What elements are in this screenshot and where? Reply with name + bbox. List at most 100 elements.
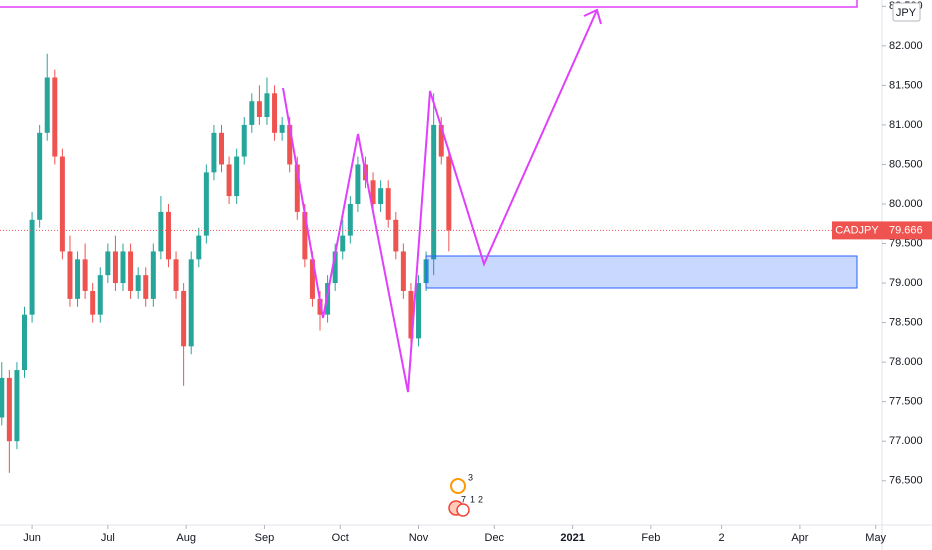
candle-body — [234, 156, 240, 197]
candle-body — [385, 188, 391, 220]
y-tick-label: 78.000 — [889, 356, 923, 368]
y-tick-label: 77.000 — [889, 435, 923, 447]
candle-body — [309, 259, 315, 299]
candle-body — [378, 188, 384, 204]
y-tick-label: 78.500 — [889, 316, 923, 328]
y-tick-label: 81.000 — [889, 119, 923, 131]
symbol-tag — [832, 221, 882, 240]
candle-body — [211, 132, 217, 173]
x-tick-label: Dec — [485, 532, 505, 544]
last-price-tag — [882, 221, 932, 240]
candle-body — [219, 132, 225, 165]
candle-body — [165, 211, 171, 260]
candle-body — [44, 77, 50, 133]
candle-body — [416, 283, 422, 339]
candle-body — [128, 251, 134, 291]
candle-body — [347, 203, 353, 236]
candle-body — [332, 251, 338, 284]
last-price-label: 79.666 — [889, 224, 923, 236]
candle-body — [67, 251, 73, 299]
candle-body — [120, 251, 126, 284]
candle-body — [446, 156, 452, 231]
event-label: 3 — [468, 472, 473, 482]
pattern-path — [282, 9, 598, 393]
candle-body — [249, 101, 255, 125]
event-label: 2 — [478, 494, 483, 504]
candle-body — [196, 235, 202, 260]
candle-body — [188, 259, 194, 347]
candle-body — [150, 251, 156, 299]
x-tick-label: May — [865, 532, 886, 544]
y-tick-label: 80.000 — [889, 198, 923, 210]
y-tick-label: 76.500 — [889, 475, 923, 487]
candle-body — [370, 180, 376, 204]
currency-button[interactable] — [892, 2, 921, 22]
candle-body — [29, 219, 35, 315]
candle-body — [241, 124, 247, 157]
candle-body — [90, 290, 96, 315]
candle-body — [317, 298, 323, 315]
x-tick-label: Aug — [176, 532, 196, 544]
candle-body — [52, 77, 58, 157]
candle-body — [37, 132, 43, 220]
y-tick-label: 77.500 — [889, 396, 923, 408]
x-tick-label: Feb — [641, 532, 660, 544]
candle-body — [143, 275, 149, 299]
candle-body — [59, 156, 65, 252]
candle-body — [22, 314, 27, 371]
candle-body — [181, 290, 187, 347]
arrow-head — [583, 8, 602, 25]
candle-body — [173, 259, 179, 291]
x-tick-label: Oct — [332, 532, 349, 544]
candle-body — [272, 93, 278, 133]
x-tick-label: Jul — [101, 532, 115, 544]
candle-body — [302, 211, 308, 260]
event-label: 1 — [470, 494, 475, 504]
candle-body — [97, 275, 103, 315]
candle-body — [105, 251, 111, 276]
y-tick-label: 80.500 — [889, 158, 923, 170]
candle-body — [226, 164, 232, 197]
candle-body — [340, 235, 346, 252]
event-icon — [456, 503, 470, 517]
candle-body — [158, 211, 164, 252]
y-tick-label: 79.000 — [889, 277, 923, 289]
x-tick-label: Nov — [409, 532, 429, 544]
currency-label[interactable]: JPY — [896, 7, 917, 19]
candle-body — [438, 124, 444, 157]
candle-body — [203, 172, 209, 236]
plot-area — [0, 53, 882, 473]
candle-body — [112, 251, 118, 284]
candle-body — [400, 251, 406, 291]
candle-body — [14, 370, 20, 442]
candle-body — [82, 259, 88, 291]
candle-body — [294, 164, 300, 212]
symbol-tag-label: CADJPY — [835, 224, 879, 236]
candle-body — [287, 124, 293, 165]
y-tick-label: 81.500 — [889, 79, 923, 91]
y-tick-label: 82.000 — [889, 40, 923, 52]
candle-body — [6, 377, 12, 442]
candle-body — [135, 275, 141, 291]
y-tick-label: 79.500 — [889, 237, 923, 249]
candle-body — [256, 101, 262, 118]
x-tick-label: 2021 — [560, 532, 584, 544]
event-label: 7 — [461, 494, 466, 504]
candle-body — [393, 219, 399, 252]
candle-body — [75, 259, 81, 299]
x-tick-label: 2 — [719, 532, 725, 544]
target-zone — [0, 0, 858, 8]
candle-body — [279, 124, 285, 133]
candle-body — [355, 164, 361, 204]
candle-body — [264, 93, 270, 118]
candle-body — [408, 290, 414, 339]
x-tick-label: Apr — [791, 532, 808, 544]
event-icon — [450, 478, 466, 494]
x-tick-label: Jun — [23, 532, 41, 544]
x-tick-label: Sep — [255, 532, 275, 544]
events: 3 7 1 2 — [448, 472, 483, 517]
candle-body — [0, 377, 5, 418]
candle-body — [431, 124, 437, 260]
demand-zone — [425, 255, 858, 289]
